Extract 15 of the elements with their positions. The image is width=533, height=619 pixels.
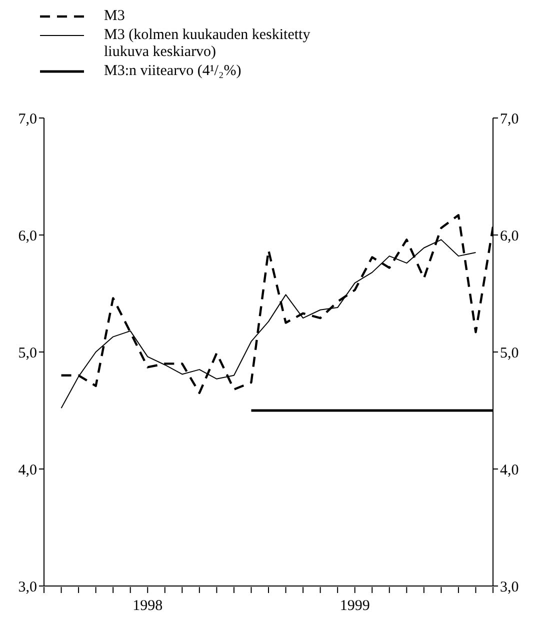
y2-tick-label: 6,0 — [500, 228, 519, 244]
legend-label: M3:n viitearvo (4¹/₂%) — [104, 63, 242, 80]
legend-label: M3 — [104, 8, 125, 25]
legend-label: M3 (kolmen kuukauden keskitetty liukuva keskiarvo) — [104, 27, 312, 61]
y-tick-label: 6,0 — [18, 228, 37, 244]
y2-tick-label: 3,0 — [500, 579, 519, 596]
y-tick-label: 7,0 — [18, 111, 37, 128]
y2-tick-label: 7,0 — [500, 111, 519, 128]
y2-tick-label: 5,0 — [500, 345, 519, 362]
y2-tick-label: 4,0 — [500, 462, 519, 478]
y-tick-label: 4,0 — [18, 462, 37, 478]
x-tick-label: 1999 — [340, 598, 370, 614]
y-tick-label: 5,0 — [18, 345, 37, 362]
x-tick-label: 1998 — [132, 598, 163, 614]
y-tick-label: 3,0 — [18, 579, 37, 596]
